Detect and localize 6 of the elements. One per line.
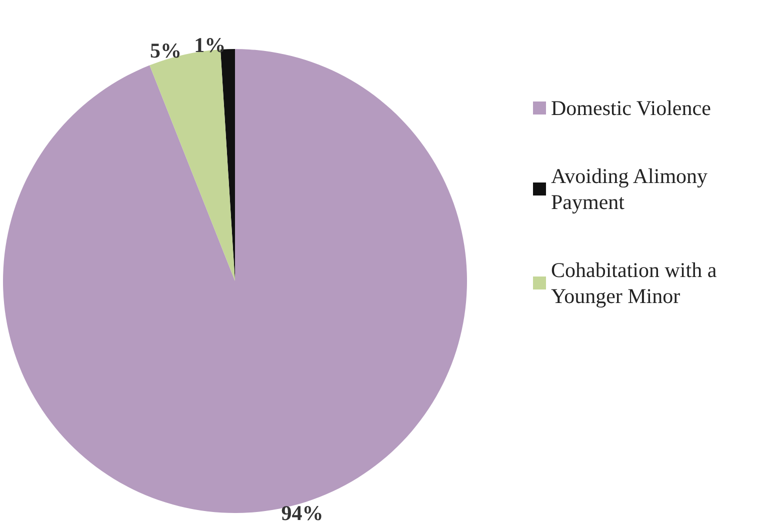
data-label: 1% [194, 33, 226, 58]
legend-label: Avoiding Alimony Payment [551, 164, 713, 214]
data-label: 5% [150, 38, 182, 63]
legend-label: Cohabitation with a Younger Minor [551, 258, 722, 308]
legend-label: Domestic Violence [551, 96, 711, 120]
data-label: 94% [281, 500, 324, 525]
